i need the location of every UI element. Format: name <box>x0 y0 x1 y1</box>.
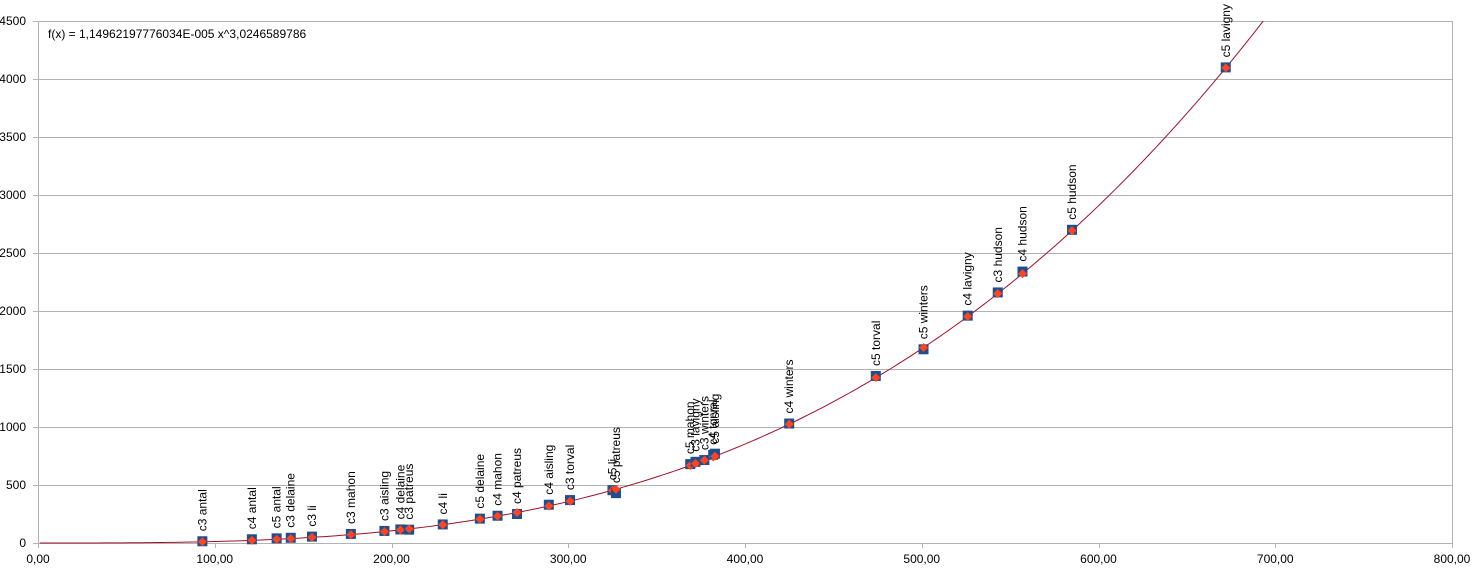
x-tick-label: 700,00 <box>1257 552 1294 566</box>
data-label: c3 torval <box>563 445 577 490</box>
data-label: c5 mahon <box>683 401 697 454</box>
y-tick-label: 2500 <box>0 246 26 260</box>
data-point-diamond <box>438 520 448 530</box>
data-label: c3 winters <box>697 396 711 450</box>
data-label: c3 lavigny <box>689 398 703 451</box>
x-tick-label: 500,00 <box>903 552 940 566</box>
data-label: c5 antal <box>270 486 284 528</box>
data-point-diamond <box>871 373 881 383</box>
data-label: c3 mahon <box>344 471 358 524</box>
x-tick-label: 600,00 <box>1080 552 1117 566</box>
data-point-diamond <box>346 530 356 540</box>
data-label: c3 antal <box>195 489 209 531</box>
y-tick-label: 4000 <box>0 72 26 86</box>
data-point-diamond <box>395 525 405 535</box>
y-tick-label: 1000 <box>0 420 26 434</box>
data-point-diamond <box>544 501 554 511</box>
data-label: c5 li <box>605 459 619 480</box>
data-label: c3 delaine <box>284 473 298 528</box>
data-label: c3 patreus <box>402 464 416 520</box>
y-tick-label: 4500 <box>0 14 26 28</box>
data-point-diamond <box>247 535 257 545</box>
data-label: c3 li <box>305 505 319 526</box>
data-label: c5 patreus <box>609 427 623 483</box>
data-label: c5 torval <box>869 321 883 366</box>
data-point-diamond <box>919 343 929 353</box>
axes <box>33 21 1453 548</box>
data-label: c4 hudson <box>1015 206 1029 261</box>
data-label: c5 lavigny <box>1219 4 1233 57</box>
data-point-diamond <box>493 511 503 521</box>
data-point-diamond <box>611 484 621 494</box>
data-label: c4 li <box>436 493 450 514</box>
data-point-diamond <box>963 312 973 322</box>
point-labels: c3 antal c4 antal c5 antal c3 delaine c3 li c… <box>195 4 1232 531</box>
grid-lines <box>38 21 1452 544</box>
x-tick-label: 800,00 <box>1434 552 1471 566</box>
x-tick-label: 0,00 <box>26 552 50 566</box>
data-point-diamond <box>286 534 296 544</box>
y-tick-label: 3500 <box>0 130 26 144</box>
data-label: c4 patreus <box>510 448 524 504</box>
data-label: c4 aisling <box>542 445 556 495</box>
data-point-diamond <box>404 524 414 534</box>
data-label: c5 hudson <box>1065 164 1079 219</box>
x-tick-label: 300,00 <box>550 552 587 566</box>
data-point-diamond <box>1067 226 1077 236</box>
data-point-diamond <box>272 534 282 544</box>
data-point-diamond <box>710 451 720 461</box>
data-label: c4 delaine <box>393 464 407 519</box>
data-point-diamond <box>1017 269 1027 279</box>
x-tick-label: 100,00 <box>196 552 233 566</box>
trendline <box>39 20 1264 544</box>
data-point-diamond <box>993 289 1003 299</box>
data-point-diamond <box>512 508 522 518</box>
data-label: c4 lavigny <box>961 252 975 305</box>
data-point-diamond <box>1221 63 1231 73</box>
y-tick-label: 3000 <box>0 188 26 202</box>
data-markers <box>197 62 1231 547</box>
data-point-diamond <box>565 496 575 506</box>
data-point-diamond <box>699 455 709 465</box>
data-point-diamond <box>197 537 207 547</box>
data-label: c4 winters <box>782 359 796 413</box>
y-tick-label: 0 <box>19 536 26 550</box>
data-point-diamond <box>475 514 485 524</box>
trendline-equation: f(x) = 1,14962197776034E-005 x^3,0246589… <box>48 27 307 41</box>
data-point-diamond <box>784 419 794 429</box>
data-point-diamond <box>307 532 317 542</box>
data-label: c3 aisling <box>377 471 391 521</box>
data-label: c4 torval <box>706 399 720 444</box>
data-label: c5 aisling <box>708 394 722 444</box>
data-point-diamond <box>691 459 701 469</box>
y-tick-label: 500 <box>6 478 26 492</box>
data-label: c4 mahon <box>491 453 505 506</box>
x-tick-label: 400,00 <box>727 552 764 566</box>
y-tick-label: 1500 <box>0 362 26 376</box>
x-tick-label: 200,00 <box>373 552 410 566</box>
tick-labels: 0 500 1000 1500 2000 2500 3000 3500 4000 4500 0,00… <box>0 14 1471 566</box>
data-label: c3 hudson <box>991 227 1005 282</box>
data-label: c4 antal <box>245 487 259 529</box>
data-point-diamond <box>379 527 389 537</box>
y-tick-label: 2000 <box>0 304 26 318</box>
data-label: c5 delaine <box>473 454 487 509</box>
data-label: c5 winters <box>917 285 931 339</box>
